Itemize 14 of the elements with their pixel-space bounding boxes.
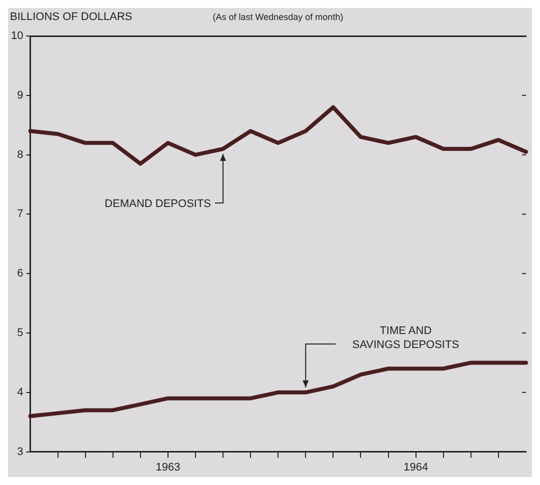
y-tick-label: 4 — [17, 386, 24, 398]
y-tick-label: 5 — [17, 327, 24, 340]
text: DEMAND DEPOSITS — [104, 198, 212, 210]
x-tick-label: 1963 — [156, 461, 180, 474]
y-tick-label: 3 — [17, 446, 24, 458]
y-tick-label: 9 — [17, 89, 24, 102]
x-tick-label: 1964 — [404, 461, 428, 474]
y-tick-label: 10 — [10, 30, 24, 42]
y-tick-label: 7 — [17, 208, 24, 220]
chart-title: (As of last Wednesday of month) — [212, 12, 344, 22]
y-tick-label: 6 — [17, 268, 24, 280]
series-label: TIME AND SAVINGS DEPOSITS — [352, 325, 460, 351]
y-tick-label: 8 — [17, 148, 24, 161]
y-axis-title: BILLIONS OF DOLLARS — [10, 11, 132, 23]
